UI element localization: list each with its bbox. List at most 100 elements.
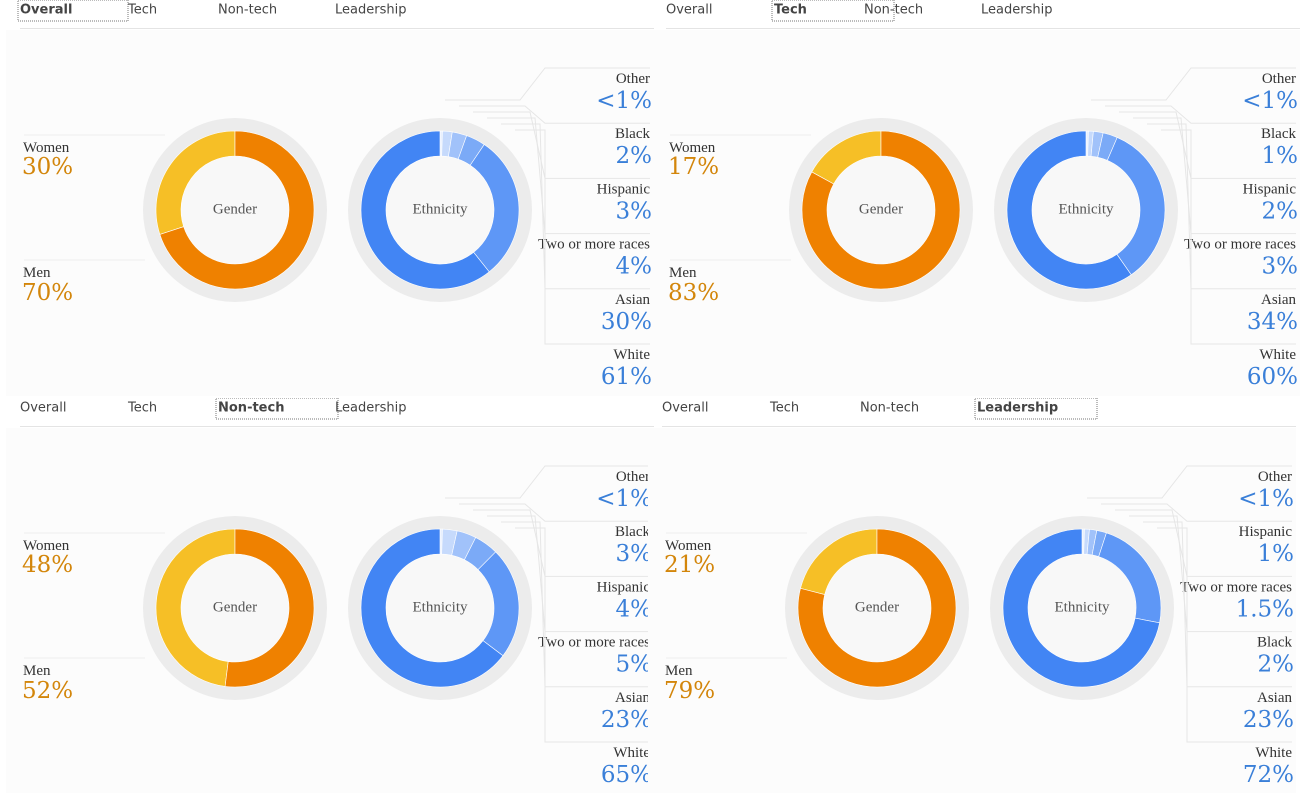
- ethnicity-value: <1%: [1238, 486, 1294, 512]
- ethnicity-value: 23%: [1243, 707, 1294, 733]
- donut-segment: [155, 528, 236, 687]
- leader-line: [1143, 521, 1292, 688]
- donut-center-label: Ethnicity: [413, 201, 468, 217]
- donut-center-label: Gender: [859, 201, 903, 217]
- gender-label: Men: [23, 663, 51, 679]
- gender-label: Women: [669, 140, 716, 156]
- donut-inner: [1032, 156, 1140, 264]
- ethnicity-label: Two or more races: [1180, 579, 1292, 595]
- ethnicity-value: 72%: [1243, 762, 1294, 788]
- ethnicity-value: 1%: [1262, 143, 1299, 169]
- ethnicity-label: Black: [615, 126, 650, 142]
- ethnicity-value: 1%: [1258, 541, 1295, 567]
- donut-segment: [360, 528, 504, 688]
- donut-segment: [797, 528, 957, 688]
- ethnicity-label: Asian: [1257, 690, 1292, 706]
- leader-line: [1129, 515, 1292, 633]
- gender-value: 52%: [22, 678, 73, 704]
- donut-segment: [801, 130, 961, 290]
- donut-segment: [1002, 528, 1160, 688]
- gender-value: 21%: [664, 552, 715, 578]
- donut-center-label: Ethnicity: [413, 599, 468, 615]
- donut-center-label: Ethnicity: [1059, 201, 1114, 217]
- ethnicity-label: Asian: [1261, 292, 1296, 308]
- active-tab-box: [215, 398, 339, 420]
- tab[interactable]: Overall: [20, 401, 66, 416]
- tab[interactable]: Tech: [127, 401, 157, 416]
- donut-center-label: Gender: [213, 201, 257, 217]
- panel-bg: [6, 428, 654, 793]
- gender-label: Men: [665, 663, 693, 679]
- ethnicity-value: 2%: [1262, 198, 1299, 224]
- donut-segment: [224, 528, 315, 688]
- ethnicity-value: 3%: [1262, 254, 1299, 280]
- tab[interactable]: Non-tech: [218, 401, 284, 416]
- gender-value: 70%: [22, 280, 73, 306]
- gender-value: 30%: [22, 154, 73, 180]
- donut-inner: [386, 554, 494, 662]
- donut-inner: [1028, 554, 1136, 662]
- donut-inner: [181, 554, 289, 662]
- panel: Overall Tech Non-tech Leadership Gender Ethni…: [652, 0, 1300, 396]
- tab[interactable]: Non-tech: [860, 401, 919, 416]
- gender-value: 17%: [668, 154, 719, 180]
- leader-line: [515, 129, 650, 345]
- ethnicity-value: 3%: [616, 541, 653, 567]
- leader-line: [1087, 465, 1292, 499]
- panel: Overall Tech Non-tech Leadership Gender Ethni…: [6, 398, 654, 793]
- tab[interactable]: Overall: [666, 3, 712, 18]
- tab[interactable]: Non-tech: [218, 3, 277, 18]
- ethnicity-value: 2%: [1258, 652, 1295, 678]
- gender-label: Women: [23, 140, 70, 156]
- ethnicity-label: Other: [616, 469, 650, 485]
- tab[interactable]: Leadership: [335, 401, 406, 416]
- tab[interactable]: Leadership: [335, 3, 406, 18]
- tab[interactable]: Non-tech: [864, 3, 923, 18]
- donut-segment: [1006, 130, 1132, 290]
- donut-inner: [827, 156, 935, 264]
- ethnicity-value: 1.5%: [1236, 596, 1294, 622]
- leader-line: [459, 503, 650, 522]
- leader-line: [501, 123, 650, 290]
- ethnicity-value: 3%: [616, 198, 653, 224]
- ethnicity-label: Two or more races: [1184, 237, 1296, 253]
- donut-inner: [181, 156, 289, 264]
- active-tab-box: [771, 0, 895, 22]
- donut-inner: [823, 554, 931, 662]
- tab[interactable]: Overall: [20, 3, 72, 18]
- ethnicity-value: 23%: [601, 707, 652, 733]
- ethnicity-label: Black: [615, 524, 650, 540]
- ethnicity-value: 60%: [1247, 364, 1298, 390]
- gender-label: Women: [23, 538, 70, 554]
- donut-segment: [360, 130, 490, 290]
- ethnicity-label: Hispanic: [1239, 524, 1293, 540]
- leader-line: [515, 527, 650, 743]
- ethnicity-label: Other: [616, 71, 650, 87]
- ethnicity-value: <1%: [596, 486, 652, 512]
- ethnicity-label: Two or more races: [538, 635, 650, 651]
- active-tab-box: [17, 0, 129, 22]
- leader-line: [1101, 503, 1292, 522]
- leader-line: [1161, 129, 1296, 345]
- panel-bg: [6, 30, 654, 396]
- donut-center-label: Gender: [213, 599, 257, 615]
- ethnicity-value: 2%: [616, 143, 653, 169]
- tab[interactable]: Tech: [127, 3, 157, 18]
- ethnicity-label: Hispanic: [1243, 181, 1297, 197]
- tab[interactable]: Leadership: [977, 401, 1058, 416]
- panel: Overall Tech Non-tech Leadership Gender Ethni…: [648, 398, 1296, 793]
- tab[interactable]: Leadership: [981, 3, 1052, 18]
- leader-line: [459, 105, 650, 124]
- leader-line: [445, 67, 650, 101]
- ethnicity-value: <1%: [1242, 88, 1298, 114]
- tab[interactable]: Tech: [774, 3, 807, 18]
- ethnicity-label: White: [613, 745, 650, 761]
- donut-inner: [386, 156, 494, 264]
- leader-line: [445, 465, 650, 499]
- tab[interactable]: Overall: [662, 401, 708, 416]
- leader-line: [1157, 527, 1292, 743]
- tab[interactable]: Tech: [769, 401, 799, 416]
- panel-bg: [648, 428, 1296, 793]
- donut-segment: [159, 130, 315, 290]
- ethnicity-value: 34%: [1247, 309, 1298, 335]
